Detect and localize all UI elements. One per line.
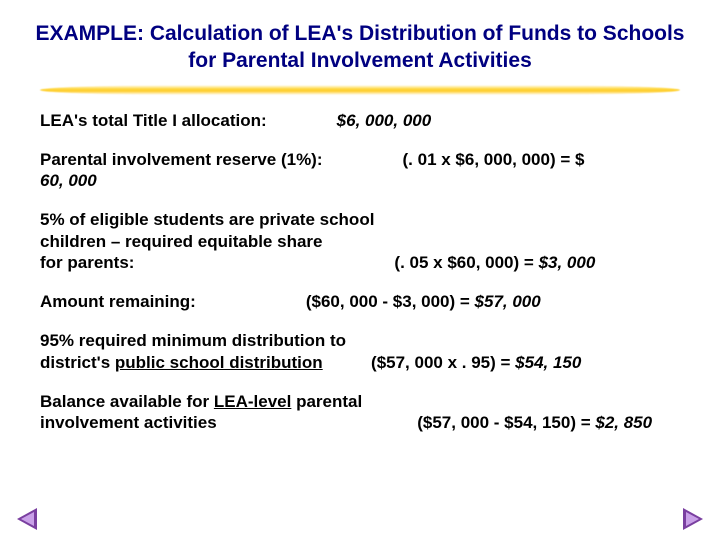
row-min-distribution: 95% required minimum distribution to dis… [40, 330, 680, 373]
row-reserve: Parental involvement reserve (1%): 60, 0… [40, 149, 680, 192]
label-remaining: Amount remaining: [40, 291, 196, 312]
next-button[interactable] [676, 506, 710, 532]
value-balance: ($57, 000 - $54, 150) = $2, 850 [362, 412, 680, 433]
label-equitable-share: 5% of eligible students are private scho… [40, 209, 374, 273]
value-equitable-share: (. 05 x $60, 000) = $3, 000 [374, 252, 680, 273]
value-reserve: (. 01 x $6, 000, 000) = $ [323, 149, 680, 170]
arrow-right-icon [683, 508, 703, 530]
label-min-distribution: 95% required minimum distribution to dis… [40, 330, 346, 373]
row-remaining: Amount remaining: ($60, 000 - $3, 000) =… [40, 291, 680, 312]
nav-controls [10, 506, 710, 532]
content-area: LEA's total Title I allocation: $6, 000,… [0, 110, 720, 434]
prev-button[interactable] [10, 506, 44, 532]
label-total-allocation: LEA's total Title I allocation: [40, 110, 267, 131]
label-balance: Balance available for LEA-level parental… [40, 391, 362, 434]
row-equitable-share: 5% of eligible students are private scho… [40, 209, 680, 273]
value-min-distribution: ($57, 000 x . 95) = $54, 150 [346, 352, 680, 373]
slide-title: EXAMPLE: Calculation of LEA's Distributi… [0, 0, 720, 80]
title-highlight [40, 85, 680, 95]
row-balance: Balance available for LEA-level parental… [40, 391, 680, 434]
value-total-allocation: $6, 000, 000 [267, 110, 680, 131]
value-remaining: ($60, 000 - $3, 000) = $57, 000 [196, 291, 680, 312]
arrow-left-icon [17, 508, 37, 530]
row-total-allocation: LEA's total Title I allocation: $6, 000,… [40, 110, 680, 131]
label-reserve: Parental involvement reserve (1%): 60, 0… [40, 149, 323, 192]
